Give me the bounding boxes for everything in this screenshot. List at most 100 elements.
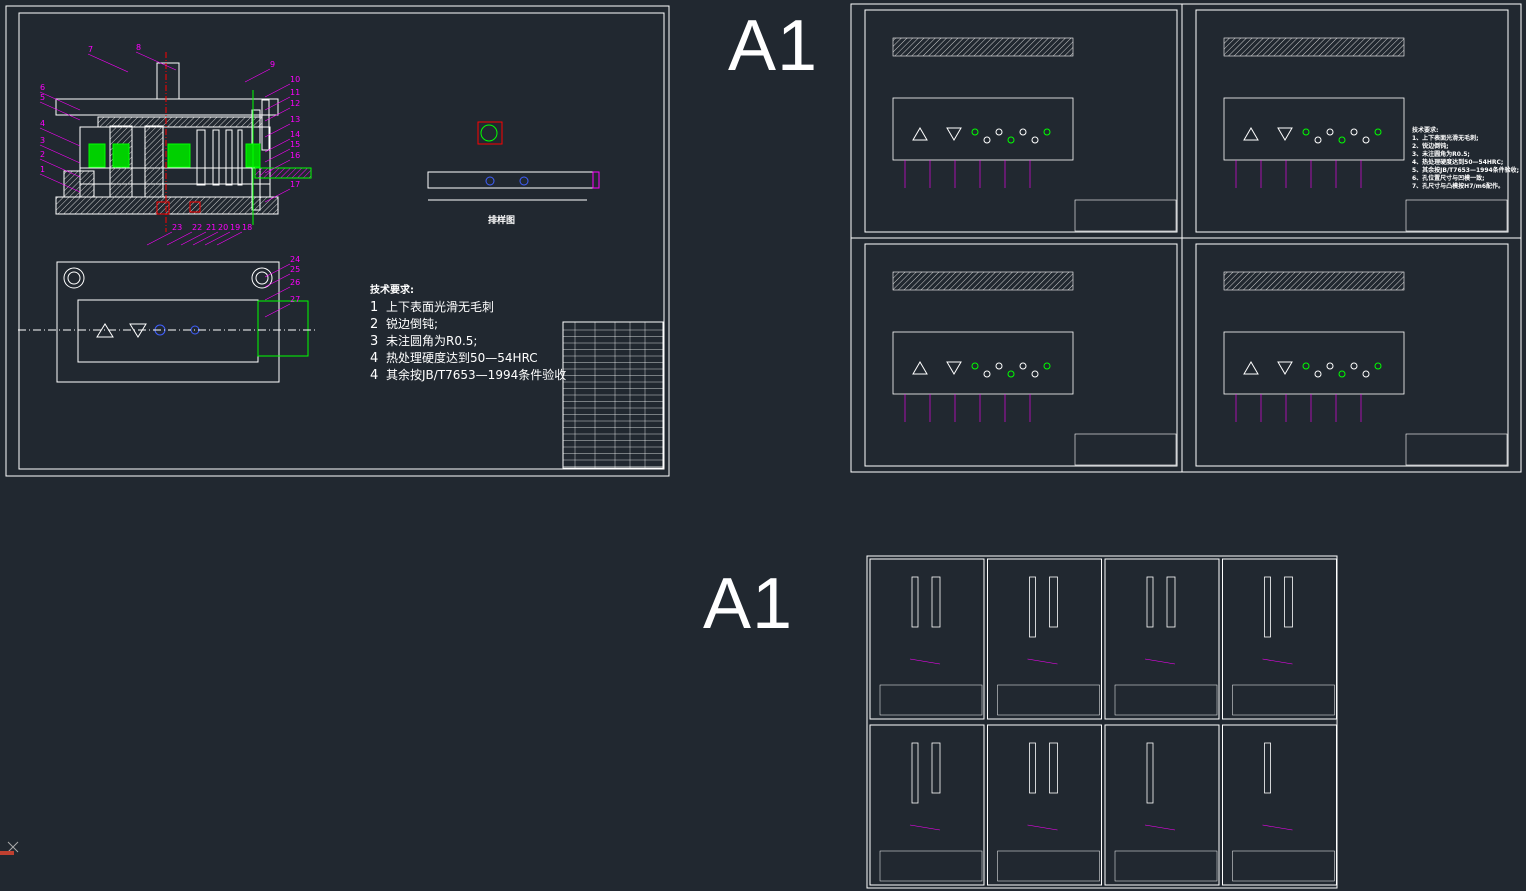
part-number-2: 2: [40, 150, 45, 159]
requirement-item: 其余按JB/T7653—1994条件验收: [386, 368, 567, 382]
part-number-19: 19: [230, 223, 240, 232]
plate-sheets: [850, 3, 1522, 473]
plate-requirements: 技术要求: 1、上下表面光滑无毛刺; 2、锐边倒钝; 3、未注圆角为R0.5; …: [1412, 127, 1519, 191]
die-section-view: [55, 52, 312, 232]
part-number-13: 13: [290, 115, 300, 124]
requirement-item: 锐边倒钝;: [386, 317, 439, 331]
plate-requirement: 4、热处理硬度达到50—54HRC;: [1412, 159, 1504, 166]
plate-requirement: 技术要求:: [1412, 127, 1439, 134]
leader-line: [135, 51, 177, 71]
requirement-number: 4: [370, 351, 379, 366]
plate-requirement: 5、其余按JB/T7653—1994条件验收;: [1412, 167, 1520, 174]
technical-requirements: 技术要求: 1 上下表面光滑无毛刺 2 锐边倒钝; 3 未注圆角为R0.5; 4 热处理…: [370, 283, 566, 384]
leader-line: [264, 83, 291, 98]
leader-line: [39, 101, 81, 121]
ucs-axis-icon: [0, 841, 19, 855]
part-number-18: 18: [242, 223, 252, 232]
part-number-5: 5: [40, 93, 45, 102]
requirement-number: 4: [370, 368, 379, 383]
part-number-20: 20: [218, 223, 228, 232]
part-number-11: 11: [290, 88, 300, 97]
strip-layout-label: 排样图: [488, 216, 516, 226]
leader-line: [39, 144, 81, 164]
part-sheets: [866, 555, 1338, 889]
leader-line: [39, 173, 81, 193]
leader-line: [264, 123, 291, 138]
part-drawing-sheet: [1222, 558, 1337, 720]
leader-line: [264, 286, 291, 301]
requirement-number: 2: [370, 317, 379, 332]
part-number-10: 10: [290, 75, 300, 84]
part-number-7: 7: [88, 45, 93, 54]
part-number-23: 23: [172, 223, 182, 232]
leader-line: [39, 127, 81, 147]
leader-line: [264, 107, 291, 122]
plate-drawing-sheet: [864, 243, 1178, 467]
leader-line: [204, 231, 231, 246]
part-number-12: 12: [290, 99, 300, 108]
part-number-16: 16: [290, 151, 300, 160]
leader-line: [264, 263, 291, 278]
title-block: [563, 322, 663, 468]
requirement-number: 3: [370, 334, 379, 349]
leader-line: [264, 138, 291, 153]
part-number-15: 15: [290, 140, 300, 149]
strip-layout: [427, 121, 600, 201]
leader-line: [146, 231, 173, 246]
plate-drawing-sheet: [1195, 9, 1509, 233]
leader-line: [216, 231, 243, 246]
plate-requirement: 6、孔位置尺寸与凹模一致;: [1412, 175, 1485, 182]
requirement-item: 热处理硬度达到50—54HRC: [386, 351, 538, 365]
part-number-25: 25: [290, 265, 300, 274]
part-number-8: 8: [136, 43, 141, 52]
part-drawing-sheet: [869, 558, 985, 720]
part-drawing-sheet: [869, 724, 985, 886]
part-number-3: 3: [40, 136, 45, 145]
leader-line: [87, 53, 129, 73]
part-number-6: 6: [40, 83, 45, 92]
die-plan-view: [18, 261, 318, 383]
part-number-21: 21: [206, 223, 216, 232]
part-number-14: 14: [290, 130, 300, 139]
part-number-1: 1: [40, 165, 45, 174]
requirements-title: 技术要求:: [370, 285, 414, 296]
part-number-27: 27: [290, 295, 300, 304]
part-number-4: 4: [40, 119, 45, 128]
part-drawing-sheet: [1104, 558, 1220, 720]
leader-line: [264, 96, 291, 111]
part-number-24: 24: [290, 255, 300, 264]
leader-line: [264, 303, 291, 318]
leader-line: [264, 148, 291, 163]
part-number-26: 26: [290, 278, 300, 287]
leader-line: [166, 231, 193, 246]
part-drawing-sheet: [987, 724, 1102, 886]
sheet-size-label-bottom: A1: [703, 564, 794, 644]
leader-line: [39, 158, 81, 178]
assembly-sheet: [5, 5, 670, 477]
plate-requirement: 2、锐边倒钝;: [1412, 143, 1449, 150]
plate-requirement: 3、未注圆角为R0.5;: [1412, 151, 1470, 158]
leader-line: [39, 91, 81, 111]
part-drawing-sheet: [1222, 724, 1337, 886]
part-number-17: 17: [290, 180, 300, 189]
part-drawing-sheet: [987, 558, 1102, 720]
part-number-9: 9: [270, 60, 275, 69]
requirement-number: 1: [370, 300, 379, 315]
plate-requirement: 1、上下表面光滑无毛刺;: [1412, 135, 1479, 142]
leader-line: [264, 188, 291, 203]
leader-line: [244, 68, 271, 83]
requirement-item: 未注圆角为R0.5;: [386, 334, 478, 348]
plate-drawing-sheet: [1195, 243, 1509, 467]
leader-line: [264, 159, 291, 174]
leader-line: [264, 273, 291, 288]
plate-drawing-sheet: [864, 9, 1178, 233]
sheet-size-label-top: A1: [728, 6, 819, 86]
requirement-item: 上下表面光滑无毛刺: [386, 300, 495, 314]
part-drawing-sheet: [1104, 724, 1220, 886]
part-number-22: 22: [192, 223, 202, 232]
leader-line: [192, 231, 219, 246]
plate-requirement: 7、孔尺寸与凸模按H7/m6配作。: [1412, 183, 1504, 190]
leader-line: [180, 231, 207, 246]
